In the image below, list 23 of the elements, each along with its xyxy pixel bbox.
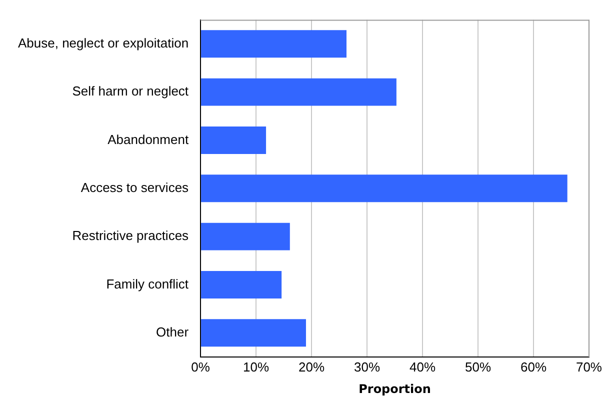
x-tick-label: 50% <box>464 359 492 374</box>
x-tick-label: 30% <box>354 359 380 374</box>
bar <box>201 222 290 250</box>
y-tick-label: Other <box>156 324 190 340</box>
bar <box>201 271 282 298</box>
bar <box>201 78 396 106</box>
x-tick-label: 60% <box>520 359 547 374</box>
x-tick-label: 20% <box>298 359 325 374</box>
bar <box>201 126 266 154</box>
y-tick-label: Family conflict <box>106 276 189 292</box>
x-tick-label: 70% <box>576 359 602 374</box>
bar <box>201 174 568 202</box>
bar <box>201 319 306 347</box>
y-tick-label: Self harm or neglect <box>72 84 189 99</box>
y-tick-label: Abuse, neglect or exploitation <box>18 35 189 50</box>
bar <box>201 30 346 58</box>
y-tick-label: Access to services <box>80 180 190 195</box>
x-axis-title: Proportion <box>358 382 431 396</box>
x-tick-label: 10% <box>243 359 270 374</box>
x-tick-label: 0% <box>191 359 210 374</box>
y-tick-label: Abandonment <box>108 132 189 147</box>
x-tick-label: 40% <box>410 359 436 374</box>
y-tick-label: Restrictive practices <box>72 228 190 244</box>
